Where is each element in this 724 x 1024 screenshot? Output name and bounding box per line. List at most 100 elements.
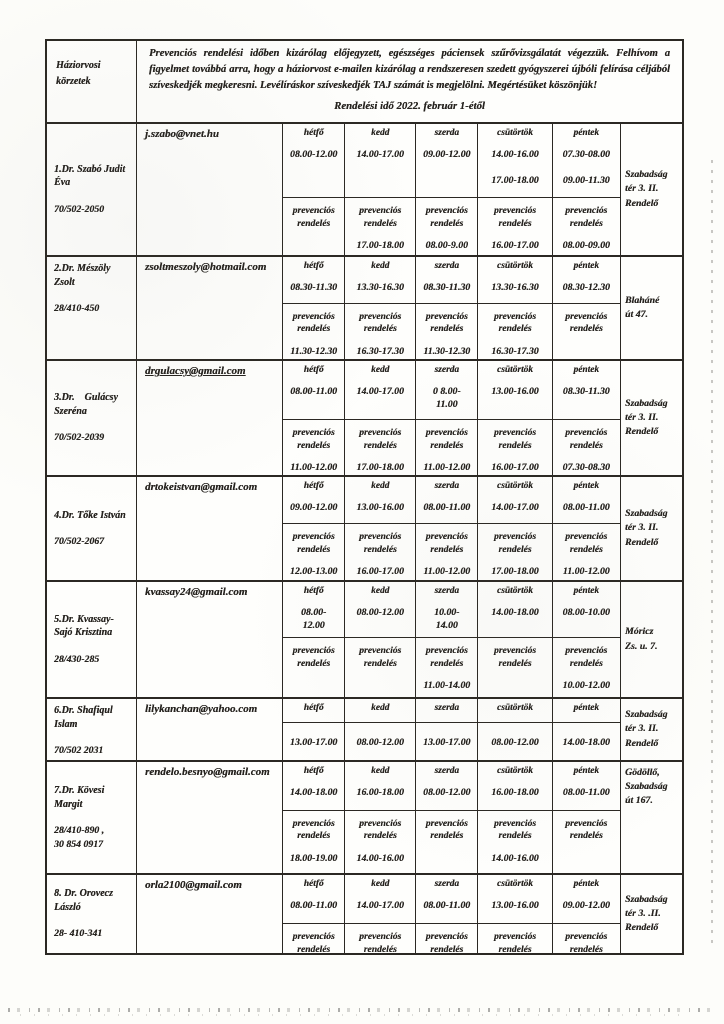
time-range: 08.00-11.00 [290, 386, 338, 397]
day-label: péntek [573, 703, 600, 713]
prevention-cell: prevenciós rendelés 11.00-14.00 [416, 638, 479, 697]
prevention-label: prevenciós rendelés [565, 310, 608, 335]
prevention-cell: prevenciós rendelés [478, 924, 553, 953]
prevention-cell: prevenciós rendelés [283, 924, 346, 953]
time-range: 08.00-12.00 [423, 787, 471, 798]
prevention-cell: prevenciós rendelés 16.00-17.00 [345, 524, 417, 580]
time-range: 08.00-12.00 [289, 149, 338, 160]
prevention-label: prevenciós rendelés [425, 645, 468, 669]
day-label: hétfő [303, 261, 324, 271]
day-label: kedd [371, 586, 390, 596]
day-cell: hétfő 08.00-12.00 [283, 124, 346, 198]
time-range: 13.00-16.00 [491, 386, 539, 397]
doctor-email: rendelo.besnyo@gmail.com [145, 766, 270, 778]
time-range: 08.00-12.00 [491, 736, 539, 748]
time-range: 14.00-16.00 [491, 852, 539, 864]
prevention-cell: prevenciós rendelés 08.00-09.00 [553, 198, 620, 255]
location-cell: Szabadság tér 3. .II. Rendelő [620, 875, 682, 953]
location-text: Szabadság tér 3. II. Rendelő [625, 169, 668, 209]
day-label: szerda [434, 481, 460, 491]
time-range: 08.00-11.00 [562, 787, 610, 798]
location-text: Szabadság tér 3. II. Rendelő [625, 397, 668, 438]
day-cell: kedd 16.00-18.00 [345, 762, 417, 810]
time-range: 08.00-11.00 [423, 900, 471, 911]
prevention-label: prevenciós rendelés [292, 931, 335, 953]
time-range: 11.30-12.30 [290, 345, 338, 357]
time-range: 08.00-9.00 [425, 240, 468, 252]
doctor-email: zsoltmeszoly@hotmail.com [145, 261, 267, 273]
day-label: szerda [434, 703, 460, 713]
prevention-label: prevenciós rendelés [425, 931, 468, 953]
day-label: kedd [371, 365, 390, 375]
prevention-label: prevenciós rendelés [359, 817, 402, 842]
time-range: 09.00-12.00 [289, 502, 338, 513]
prevention-label: prevenciós rendelés [565, 205, 608, 229]
doctor-name: 5.Dr. Kvassay- Sajó Krisztina [54, 613, 114, 639]
prevention-hours-band: prevenciós rendelés 18.00-19.00 prevenciós… [283, 809, 620, 873]
day-label: kedd [371, 261, 390, 271]
prevention-label: prevenciós rendelés [493, 931, 537, 953]
prevention-label: prevenciós rendelés [359, 931, 402, 953]
time-range: 14.00-17.00 [356, 149, 404, 160]
prevention-cell: prevenciós rendelés [345, 924, 417, 953]
prevention-cell: prevenciós rendelés 17.00-18.00 [345, 198, 417, 255]
prevention-cell: prevenciós rendelés 16.00-17.00 [478, 420, 553, 475]
time-range: 11.00-12.00 [423, 462, 471, 474]
weekly-schedule-grid: hétfő 09.00-12.00 kedd 13.00-16.00 szerda 08.… [283, 477, 620, 580]
prevention-cell: prevenciós rendelés [416, 810, 479, 873]
doctor-phone: 70/502-2050 [54, 203, 105, 215]
time-range: 11.00-14.00 [423, 680, 471, 692]
day-cell: csütörtök 14.00-18.00 [478, 582, 553, 638]
day-cell: kedd 14.00-17.00 [345, 124, 417, 198]
prevention-label: prevenciós rendelés [292, 427, 335, 451]
consultation-hours-band: hétfő kedd szerda csütörtök péntek [283, 699, 620, 722]
prevention-cell: prevenciós rendelés 14.00-16.00 [478, 810, 553, 873]
day-label: hétfő [303, 128, 324, 138]
time-range: 14.00-17.00 [356, 386, 404, 397]
scan-noise-dots [711, 160, 713, 950]
time-range: 11.00-12.00 [423, 566, 471, 578]
header-notice-cell: Prevenciós rendelési időben kizárólag el… [137, 41, 682, 122]
prevention-label: prevenciós rendelés [493, 531, 537, 555]
day-label: csütörtök [497, 879, 533, 889]
prevention-hours-band: prevenciós rendelés prevenciós rendelés pr… [283, 637, 620, 697]
day-cell: kedd 14.00-17.00 [345, 875, 417, 924]
prevention-cell: 08.00-12.00 [478, 722, 553, 760]
prevention-cell: prevenciós rendelés 16.00-17.00 [478, 198, 553, 255]
day-label: szerda [434, 365, 460, 375]
doctor-row: 1.Dr. Szabó Judit Éva 70/502-2050 j.szab… [47, 122, 682, 255]
consultation-hours-band: hétfő 08.00- 12.00 kedd 08.00-12.00 szerda 10… [283, 582, 620, 638]
time-range: 0 8.00- 11.00 [432, 386, 461, 410]
doctor-info-cell: 8. Dr. Orovecz László 28- 410-341 [47, 875, 137, 953]
day-label: szerda [434, 879, 460, 889]
time-range: 18.00-19.00 [289, 852, 338, 864]
doctor-info-cell: 7.Dr. Kövesi Margit 28/410-890 , 30 854 … [47, 762, 137, 873]
doctor-phone: 28/410-450 [54, 303, 100, 314]
weekly-schedule-grid: hétfő 08.00- 12.00 kedd 08.00-12.00 szerda 10… [283, 582, 620, 697]
day-label: szerda [434, 261, 460, 271]
day-label: csütörtök [497, 365, 533, 375]
table-header-row: Háziorvosi körzetek Prevenciós rendelési… [47, 41, 682, 122]
doctor-rows-container: 1.Dr. Szabó Judit Éva 70/502-2050 j.szab… [47, 122, 682, 953]
prevention-cell: prevenciós rendelés 08.00-9.00 [416, 198, 479, 255]
day-cell: szerda 08.00-11.00 [416, 477, 479, 524]
location-cell: Szabadság tér 3. II. Rendelő [620, 124, 682, 255]
time-range: 13.00-16.00 [356, 502, 404, 513]
day-cell: csütörtök 13.00-16.00 [478, 361, 553, 420]
prevention-cell: prevenciós rendelés [553, 304, 620, 359]
schedule-effective-date-title: Rendelési idő 2022. február 1-étől [334, 99, 485, 112]
day-cell: péntek 07.30-08.00 09.00-11.30 [553, 124, 620, 197]
time-range: 08.00-12.00 [356, 607, 404, 618]
prevention-label: prevenciós rendelés [359, 645, 402, 669]
prevention-label: prevenciós rendelés [565, 817, 608, 842]
day-cell: péntek [553, 699, 620, 722]
prevention-cell: prevenciós rendelés 11.00-12.00 [416, 524, 479, 580]
day-label: csütörtök [497, 703, 533, 713]
time-range: 11.00-12.00 [290, 462, 338, 474]
time-range: 17.00-18.00 [491, 566, 539, 578]
doctor-info-cell: 4.Dr. Tőke István 70/502-2067 [47, 477, 137, 580]
time-range: 10.00-12.00 [562, 680, 610, 692]
time-range: 08.00-09.00 [562, 240, 610, 252]
prevention-label: prevenciós rendelés [359, 531, 402, 555]
